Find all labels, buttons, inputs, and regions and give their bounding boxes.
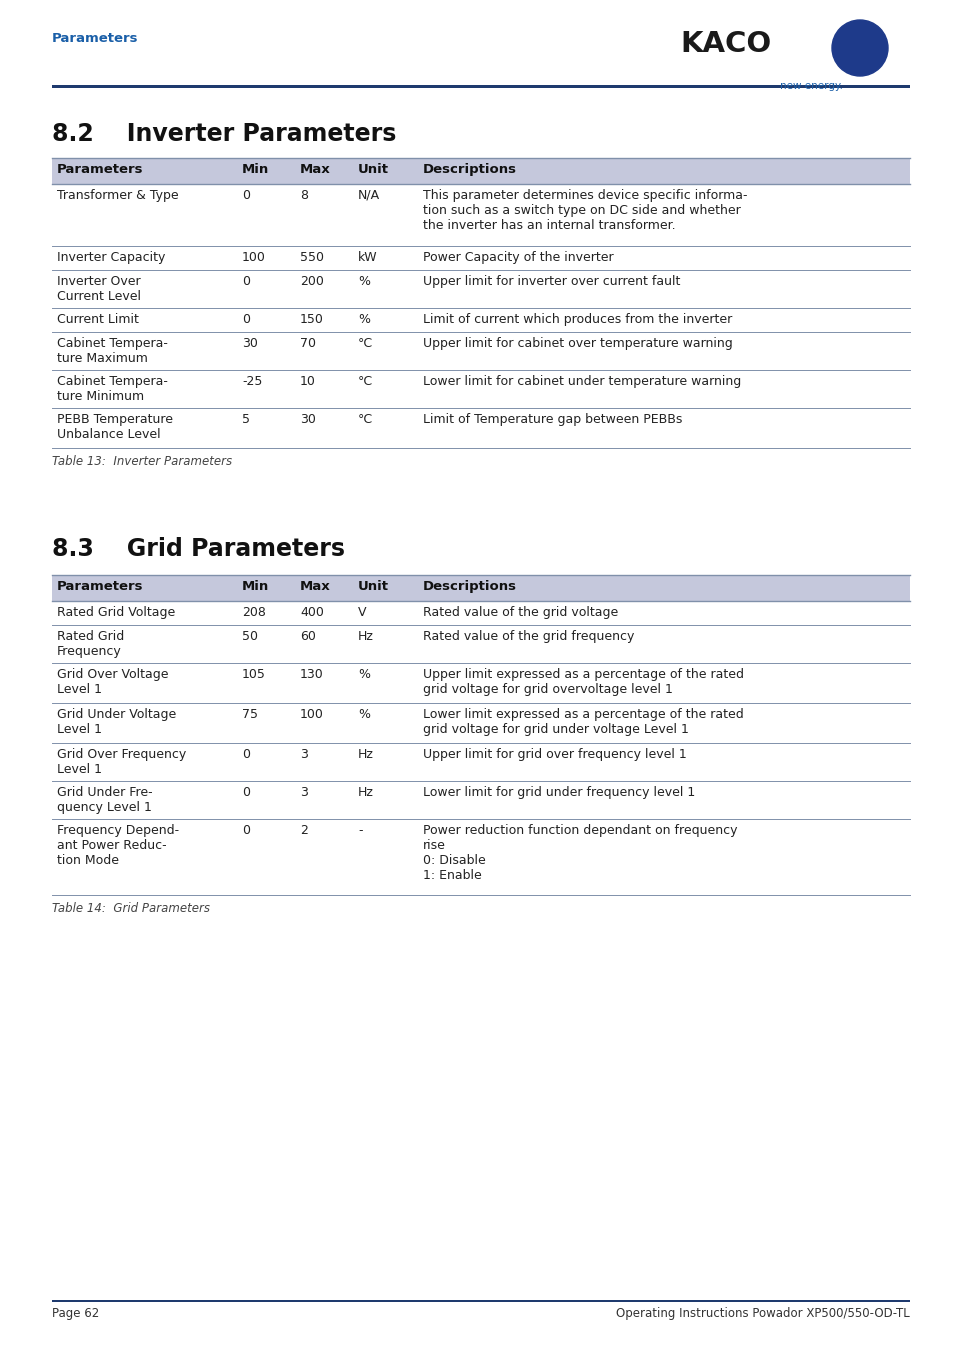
Text: Grid Under Voltage
Level 1: Grid Under Voltage Level 1 <box>57 707 176 736</box>
Text: new energy.: new energy. <box>780 81 842 90</box>
Text: N/A: N/A <box>357 189 379 202</box>
Text: °C: °C <box>357 413 373 427</box>
Text: %: % <box>357 313 370 325</box>
Text: 200: 200 <box>299 275 323 288</box>
Bar <box>52 85 909 88</box>
Text: Page 62: Page 62 <box>52 1307 99 1320</box>
Text: Table 13:  Inverter Parameters: Table 13: Inverter Parameters <box>52 455 232 468</box>
Text: Limit of current which produces from the inverter: Limit of current which produces from the… <box>422 313 732 325</box>
Text: 130: 130 <box>299 668 323 680</box>
Text: Grid Under Fre-
quency Level 1: Grid Under Fre- quency Level 1 <box>57 786 152 814</box>
Text: Lower limit for grid under frequency level 1: Lower limit for grid under frequency lev… <box>422 786 695 799</box>
Text: Descriptions: Descriptions <box>422 580 517 593</box>
Text: V: V <box>357 606 366 620</box>
Text: 0: 0 <box>242 313 250 325</box>
Text: 75: 75 <box>242 707 257 721</box>
Text: Table 14:  Grid Parameters: Table 14: Grid Parameters <box>52 902 210 915</box>
Text: %: % <box>357 707 370 721</box>
Text: °C: °C <box>357 375 373 387</box>
Text: This parameter determines device specific informa-
tion such as a switch type on: This parameter determines device specifi… <box>422 189 747 232</box>
Text: 208: 208 <box>242 606 266 620</box>
Bar <box>52 158 909 184</box>
Text: Parameters: Parameters <box>52 32 138 45</box>
Text: 60: 60 <box>299 630 315 643</box>
Text: 0: 0 <box>242 786 250 799</box>
Text: Upper limit for inverter over current fault: Upper limit for inverter over current fa… <box>422 275 679 288</box>
Text: Power Capacity of the inverter: Power Capacity of the inverter <box>422 251 613 265</box>
Text: Rated value of the grid frequency: Rated value of the grid frequency <box>422 630 634 643</box>
Text: 30: 30 <box>299 413 315 427</box>
Text: -25: -25 <box>242 375 262 387</box>
Text: Lower limit for cabinet under temperature warning: Lower limit for cabinet under temperatur… <box>422 375 740 387</box>
Text: Operating Instructions Powador XP500/550-OD-TL: Operating Instructions Powador XP500/550… <box>616 1307 909 1320</box>
Text: Unit: Unit <box>357 580 389 593</box>
Text: Parameters: Parameters <box>57 163 143 176</box>
Text: 50: 50 <box>242 630 257 643</box>
Text: Current Limit: Current Limit <box>57 313 139 325</box>
Text: Upper limit expressed as a percentage of the rated
grid voltage for grid overvol: Upper limit expressed as a percentage of… <box>422 668 743 697</box>
Circle shape <box>831 20 887 76</box>
Text: 5: 5 <box>242 413 250 427</box>
Text: Upper limit for cabinet over temperature warning: Upper limit for cabinet over temperature… <box>422 338 732 350</box>
Text: Hz: Hz <box>357 786 374 799</box>
Text: Rated Grid Voltage: Rated Grid Voltage <box>57 606 175 620</box>
Text: PEBB Temperature
Unbalance Level: PEBB Temperature Unbalance Level <box>57 413 172 441</box>
Text: Descriptions: Descriptions <box>422 163 517 176</box>
Text: 3: 3 <box>299 786 308 799</box>
Text: Limit of Temperature gap between PEBBs: Limit of Temperature gap between PEBBs <box>422 413 681 427</box>
Text: 8.3    Grid Parameters: 8.3 Grid Parameters <box>52 537 345 562</box>
Text: Power reduction function dependant on frequency
rise
0: Disable
1: Enable: Power reduction function dependant on fr… <box>422 824 737 882</box>
Text: 10: 10 <box>299 375 315 387</box>
Text: KACO: KACO <box>679 30 770 58</box>
Text: Grid Over Frequency
Level 1: Grid Over Frequency Level 1 <box>57 748 186 776</box>
Text: Parameters: Parameters <box>57 580 143 593</box>
Text: 70: 70 <box>299 338 315 350</box>
Text: Frequency Depend-
ant Power Reduc-
tion Mode: Frequency Depend- ant Power Reduc- tion … <box>57 824 179 867</box>
Bar <box>52 1300 909 1301</box>
Text: 0: 0 <box>242 189 250 202</box>
Text: Inverter Capacity: Inverter Capacity <box>57 251 165 265</box>
Text: 100: 100 <box>242 251 266 265</box>
Text: 150: 150 <box>299 313 323 325</box>
Text: 2: 2 <box>299 824 308 837</box>
Text: Cabinet Tempera-
ture Minimum: Cabinet Tempera- ture Minimum <box>57 375 168 404</box>
Text: %: % <box>357 668 370 680</box>
Text: Rated Grid
Frequency: Rated Grid Frequency <box>57 630 124 657</box>
Text: 8.2    Inverter Parameters: 8.2 Inverter Parameters <box>52 122 395 146</box>
Text: Unit: Unit <box>357 163 389 176</box>
Text: Transformer & Type: Transformer & Type <box>57 189 178 202</box>
Text: 0: 0 <box>242 748 250 761</box>
Text: °C: °C <box>357 338 373 350</box>
Text: Rated value of the grid voltage: Rated value of the grid voltage <box>422 606 618 620</box>
Text: 3: 3 <box>299 748 308 761</box>
Bar <box>52 575 909 601</box>
Text: 30: 30 <box>242 338 257 350</box>
Text: Inverter Over
Current Level: Inverter Over Current Level <box>57 275 141 302</box>
Text: 550: 550 <box>299 251 324 265</box>
Text: 100: 100 <box>299 707 323 721</box>
Text: 105: 105 <box>242 668 266 680</box>
Text: Hz: Hz <box>357 630 374 643</box>
Text: Lower limit expressed as a percentage of the rated
grid voltage for grid under v: Lower limit expressed as a percentage of… <box>422 707 743 736</box>
Text: kW: kW <box>357 251 377 265</box>
Text: Grid Over Voltage
Level 1: Grid Over Voltage Level 1 <box>57 668 169 697</box>
Text: -: - <box>357 824 362 837</box>
Text: 0: 0 <box>242 275 250 288</box>
Text: 0: 0 <box>242 824 250 837</box>
Text: Min: Min <box>242 580 269 593</box>
Text: %: % <box>357 275 370 288</box>
Text: Max: Max <box>299 163 331 176</box>
Text: Upper limit for grid over frequency level 1: Upper limit for grid over frequency leve… <box>422 748 686 761</box>
Text: Max: Max <box>299 580 331 593</box>
Text: 8: 8 <box>299 189 308 202</box>
Text: Cabinet Tempera-
ture Maximum: Cabinet Tempera- ture Maximum <box>57 338 168 364</box>
Text: Min: Min <box>242 163 269 176</box>
Text: 400: 400 <box>299 606 323 620</box>
Text: Hz: Hz <box>357 748 374 761</box>
